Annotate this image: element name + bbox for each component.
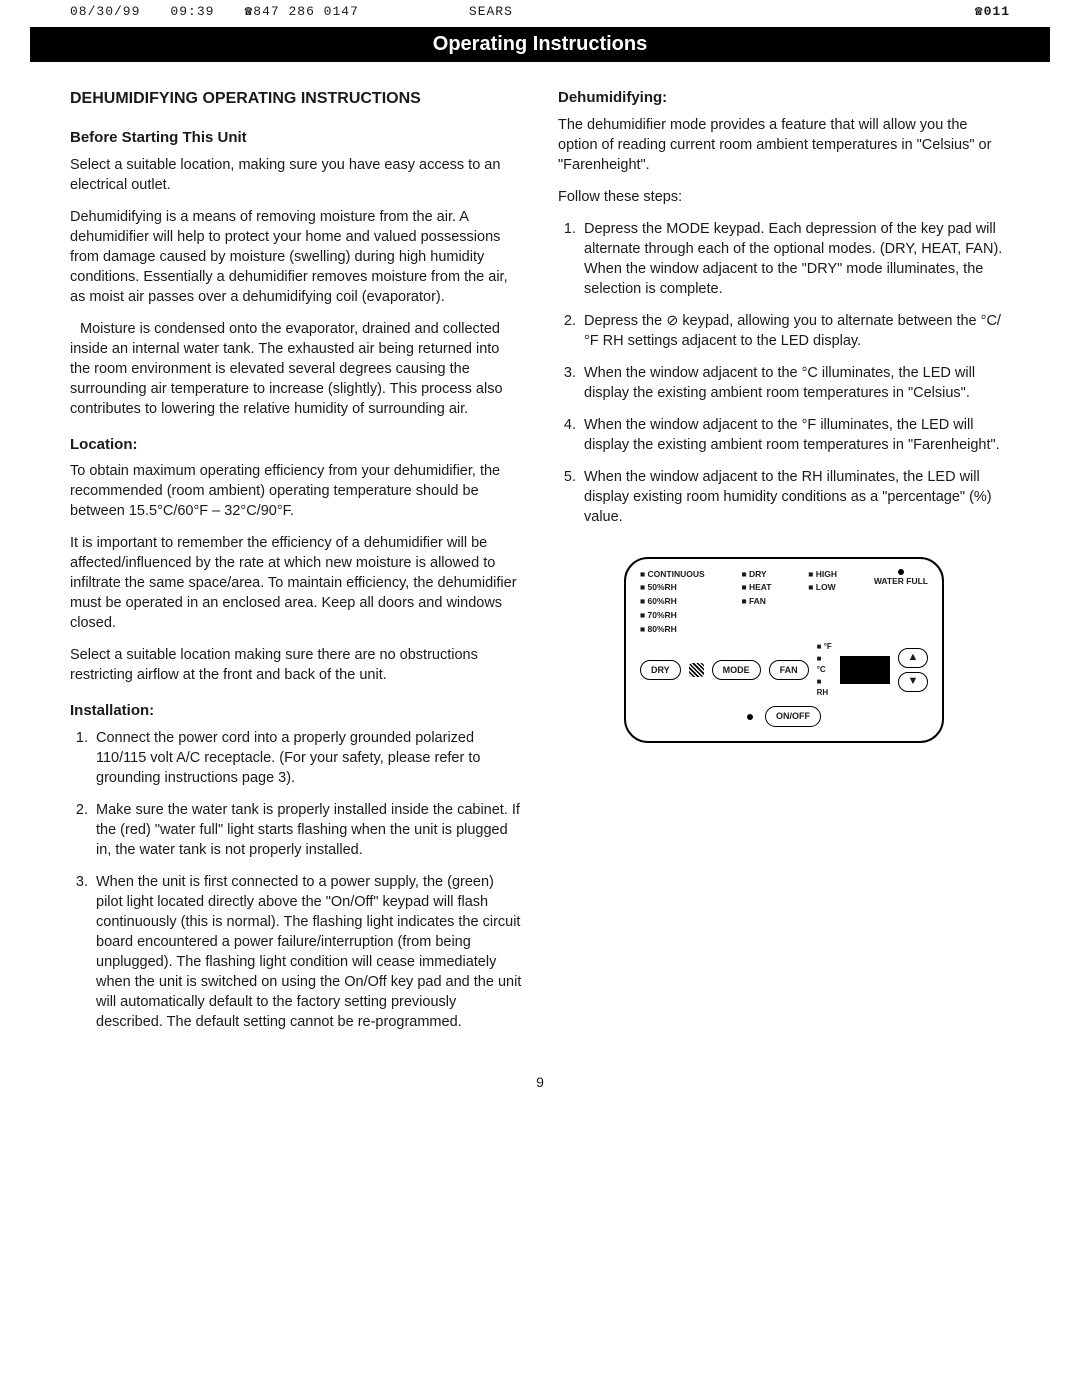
indicator: ■ °F bbox=[817, 641, 832, 652]
right-column: Dehumidifying: The dehumidifier mode pro… bbox=[558, 88, 1010, 1044]
up-arrow-icon: ▲ bbox=[898, 648, 928, 668]
indicator: ■ °C bbox=[817, 653, 832, 675]
left-column: DEHUMIDIFYING OPERATING INSTRUCTIONS Bef… bbox=[70, 88, 522, 1044]
mode-button: MODE bbox=[712, 660, 761, 680]
indicator: ■ HEAT bbox=[741, 582, 771, 594]
list-item: When the unit is first connected to a po… bbox=[92, 872, 522, 1032]
heading-installation: Installation: bbox=[70, 701, 522, 722]
list-item: Depress the ⊘ keypad, allowing you to al… bbox=[580, 311, 1010, 351]
paragraph: Follow these steps: bbox=[558, 187, 1010, 207]
onoff-button: ON/OFF bbox=[765, 706, 821, 726]
hatch-icon bbox=[689, 663, 704, 677]
paragraph: Select a suitable location, making sure … bbox=[70, 155, 522, 195]
fax-center: SEARS bbox=[469, 4, 513, 19]
water-full-label: WATER FULL bbox=[874, 576, 928, 586]
list-item: Depress the MODE keypad. Each depression… bbox=[580, 219, 1010, 299]
list-item: When the window adjacent to the °C illum… bbox=[580, 363, 1010, 403]
paragraph: Moisture is condensed onto the evaporato… bbox=[70, 319, 522, 419]
indicator: ■ DRY bbox=[741, 569, 771, 581]
indicator: ■ RH bbox=[817, 676, 832, 698]
paragraph: Select a suitable location making sure t… bbox=[70, 645, 522, 685]
pilot-light-icon bbox=[747, 714, 753, 720]
section-bar: Operating Instructions bbox=[30, 27, 1050, 62]
heading-location: Location: bbox=[70, 435, 522, 456]
heading-before-starting: Before Starting This Unit bbox=[70, 128, 522, 149]
water-full-dot-icon bbox=[898, 569, 904, 575]
indicator: ■ 70%RH bbox=[640, 610, 705, 622]
mode-indicators: ■ DRY ■ HEAT ■ FAN bbox=[741, 569, 771, 608]
steps-list: Depress the MODE keypad. Each depression… bbox=[558, 219, 1010, 527]
fax-time: 09:39 bbox=[170, 4, 214, 19]
down-arrow-icon: ▼ bbox=[898, 672, 928, 692]
control-panel-diagram: ■ CONTINUOUS ■ 50%RH ■ 60%RH ■ 70%RH ■ 8… bbox=[624, 557, 944, 743]
paragraph: Dehumidifying is a means of removing moi… bbox=[70, 207, 522, 307]
indicator: ■ 60%RH bbox=[640, 596, 705, 608]
indicator: ■ CONTINUOUS bbox=[640, 569, 705, 581]
paragraph: To obtain maximum operating efficiency f… bbox=[70, 461, 522, 521]
indicator: ■ 50%RH bbox=[640, 582, 705, 594]
installation-list: Connect the power cord into a properly g… bbox=[70, 728, 522, 1032]
fax-date: 08/30/99 bbox=[70, 4, 140, 19]
fax-page: ☎011 bbox=[975, 4, 1010, 19]
page-number: 9 bbox=[70, 1074, 1010, 1090]
heading-dehumidifying: Dehumidifying: bbox=[558, 88, 1010, 109]
list-item: Make sure the water tank is properly ins… bbox=[92, 800, 522, 860]
led-display bbox=[840, 656, 890, 684]
humidity-indicators: ■ CONTINUOUS ■ 50%RH ■ 60%RH ■ 70%RH ■ 8… bbox=[640, 569, 705, 636]
fan-button: FAN bbox=[769, 660, 809, 680]
fan-indicators: ■ HIGH ■ LOW bbox=[808, 569, 837, 594]
indicator: ■ FAN bbox=[741, 596, 771, 608]
main-title: DEHUMIDIFYING OPERATING INSTRUCTIONS bbox=[70, 88, 522, 110]
list-item: When the window adjacent to the RH illum… bbox=[580, 467, 1010, 527]
dry-button: DRY bbox=[640, 660, 681, 680]
indicator: ■ HIGH bbox=[808, 569, 837, 581]
water-full-indicator: WATER FULL bbox=[874, 569, 928, 586]
unit-indicators: ■ °F ■ °C ■ RH bbox=[817, 641, 832, 698]
fax-from: ☎847 286 0147 bbox=[244, 4, 358, 19]
indicator: ■ LOW bbox=[808, 582, 837, 594]
paragraph: The dehumidifier mode provides a feature… bbox=[558, 115, 1010, 175]
paragraph: It is important to remember the efficien… bbox=[70, 533, 522, 633]
list-item: Connect the power cord into a properly g… bbox=[92, 728, 522, 788]
fax-header: 08/30/99 09:39 ☎847 286 0147 SEARS ☎011 bbox=[70, 0, 1010, 27]
indicator: ■ 80%RH bbox=[640, 624, 705, 636]
list-item: When the window adjacent to the °F illum… bbox=[580, 415, 1010, 455]
